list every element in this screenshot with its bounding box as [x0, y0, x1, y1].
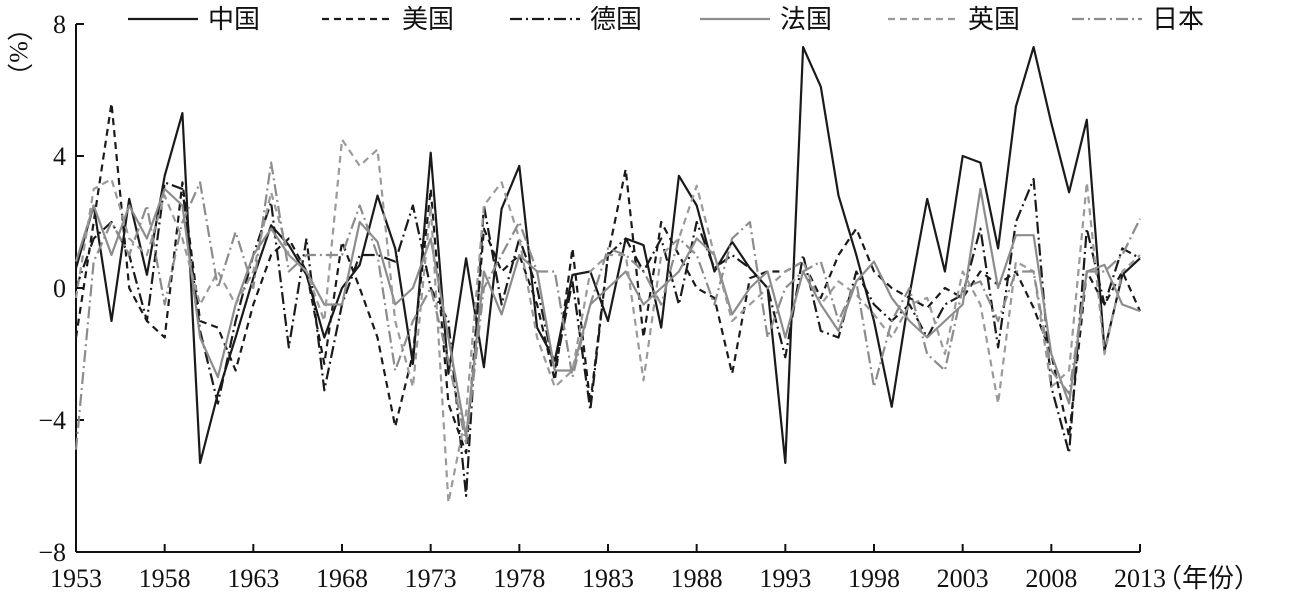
y-tick-label: −8	[38, 538, 66, 567]
y-unit-label: （%）	[4, 15, 33, 89]
x-tick-label: 1988	[671, 564, 723, 593]
legend-label-1: 中国	[208, 5, 260, 35]
y-tick-label: −4	[38, 406, 66, 435]
legend-label-3: 德国	[590, 5, 642, 35]
series-line-1	[74, 45, 1141, 464]
y-tick-label: 4	[53, 142, 66, 171]
y-tick-label: 8	[53, 10, 66, 39]
x-tick-label: 1978	[493, 564, 545, 593]
series-line-2	[74, 102, 1142, 455]
x-tick-label: 1968	[316, 564, 368, 593]
y-tick-label: 0	[53, 274, 66, 303]
x-tick-label: 1953	[50, 564, 102, 593]
x-tick-label: 1958	[139, 564, 191, 593]
x-tick-label: 2013	[1114, 564, 1166, 593]
x-tick-label: 1993	[759, 564, 811, 593]
legend-label-6: 日本	[1152, 5, 1204, 35]
x-tick-label: 1963	[227, 564, 279, 593]
series-group	[74, 45, 1142, 504]
legend-label-2: 美国	[402, 5, 454, 35]
x-tick-label: 2008	[1025, 564, 1077, 593]
x-tick-label: 1973	[405, 564, 457, 593]
x-tick-label: 1983	[582, 564, 634, 593]
y-axis-unit-text: （%）	[4, 15, 33, 89]
x-axis-label: （年份）	[1156, 564, 1260, 593]
x-tick-label: 1998	[848, 564, 900, 593]
x-tick-label: 2003	[937, 564, 989, 593]
axes: −8 −4 0 4 8 1953 1958 1963 1968 1973 1978 1983 1988 1…	[38, 10, 1260, 593]
series-line-5	[74, 138, 1141, 504]
legend-label-5: 英国	[968, 5, 1020, 35]
legend: 中国 美国 德国 法国 英国 日本	[128, 5, 1204, 35]
legend-label-4: 法国	[780, 5, 832, 35]
series-line-4	[74, 187, 1141, 438]
series-line-6	[74, 161, 1141, 450]
